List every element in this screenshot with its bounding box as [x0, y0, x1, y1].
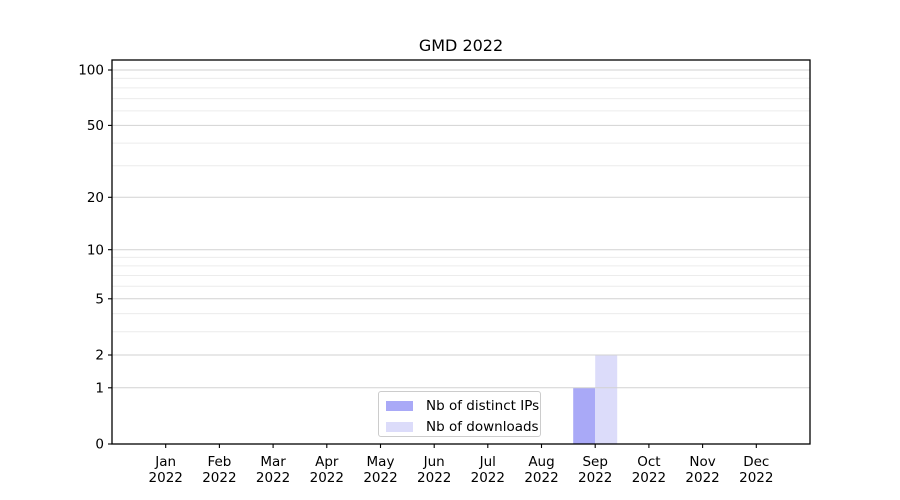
x-tick-label-year-jan: 2022: [149, 470, 183, 486]
x-tick-label-month-apr: Apr: [315, 454, 339, 470]
legend-item-distinct-ips: Nb of distinct IPs: [386, 398, 540, 414]
axes-spines: [111, 59, 811, 445]
x-tick-label-month-sep: Sep: [582, 454, 607, 470]
y-tick-label-1: 1: [95, 381, 104, 397]
x-tick-label-month-jul: Jul: [479, 454, 496, 470]
x-tick-label-month-aug: Aug: [528, 454, 554, 470]
x-tick-label-year-may: 2022: [363, 470, 397, 486]
x-tick-label-year-aug: 2022: [524, 470, 558, 486]
x-tick-label-year-apr: 2022: [310, 470, 344, 486]
legend-label-downloads: Nb of downloads: [426, 419, 539, 435]
legend-swatch-downloads: [386, 422, 413, 432]
legend-item-downloads: Nb of downloads: [386, 419, 540, 435]
y-tick-label-10: 10: [87, 242, 104, 258]
y-tick-label-0: 0: [95, 437, 104, 453]
x-tick-label-month-jan: Jan: [154, 454, 176, 470]
x-tick-label-month-feb: Feb: [207, 454, 231, 470]
x-tick-label-year-dec: 2022: [739, 470, 773, 486]
y-tick-label-20: 20: [87, 190, 104, 206]
chart-title: GMD 2022: [418, 36, 504, 55]
legend-swatch-distinct-ips: [386, 401, 413, 411]
y-tick-label-100: 100: [78, 63, 104, 79]
x-tick-label-year-mar: 2022: [256, 470, 290, 486]
x-tick-label-year-sep: 2022: [578, 470, 612, 486]
bar-nb-of-distinct-ips-sep: [573, 387, 596, 444]
y-tick-label-50: 50: [87, 118, 104, 134]
x-tick-label-year-oct: 2022: [632, 470, 666, 486]
x-tick-label-month-may: May: [367, 454, 395, 470]
y-tick-label-2: 2: [95, 348, 104, 364]
bar-nb-of-downloads-sep: [595, 355, 618, 444]
x-tick-label-year-jul: 2022: [471, 470, 505, 486]
x-tick-label-month-dec: Dec: [743, 454, 769, 470]
y-tick-label-5: 5: [95, 292, 104, 308]
x-tick-label-year-nov: 2022: [685, 470, 719, 486]
x-tick-label-month-mar: Mar: [260, 454, 286, 470]
x-tick-label-month-nov: Nov: [689, 454, 715, 470]
legend-label-distinct-ips: Nb of distinct IPs: [426, 398, 540, 414]
x-tick-label-month-oct: Oct: [637, 454, 660, 470]
x-tick-label-year-feb: 2022: [202, 470, 236, 486]
x-tick-label-year-jun: 2022: [417, 470, 451, 486]
x-tick-label-month-jun: Jun: [423, 454, 445, 470]
legend: Nb of distinct IPs Nb of downloads: [378, 391, 541, 437]
